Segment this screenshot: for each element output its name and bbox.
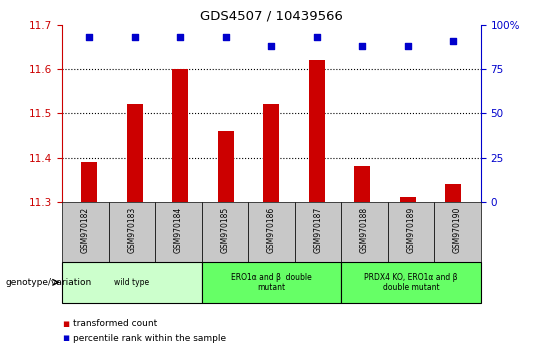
Point xyxy=(85,34,94,40)
Title: GDS4507 / 10439566: GDS4507 / 10439566 xyxy=(200,9,343,22)
Text: genotype/variation: genotype/variation xyxy=(5,278,92,287)
Point xyxy=(403,43,412,49)
Point xyxy=(449,38,457,44)
Text: percentile rank within the sample: percentile rank within the sample xyxy=(73,333,226,343)
Text: GSM970182: GSM970182 xyxy=(81,207,90,253)
Bar xyxy=(172,69,188,202)
Text: ERO1α and β  double
mutant: ERO1α and β double mutant xyxy=(231,273,312,292)
Text: transformed count: transformed count xyxy=(73,319,157,329)
Point xyxy=(221,34,230,40)
Text: GSM970184: GSM970184 xyxy=(174,207,183,253)
Text: GSM970190: GSM970190 xyxy=(453,207,462,253)
Text: GSM970189: GSM970189 xyxy=(407,207,415,253)
Text: GSM970185: GSM970185 xyxy=(220,207,230,253)
Bar xyxy=(264,104,279,202)
Point xyxy=(267,43,276,49)
Text: GSM970188: GSM970188 xyxy=(360,207,369,253)
Point xyxy=(358,43,367,49)
Bar xyxy=(127,104,143,202)
Point xyxy=(131,34,139,40)
Bar xyxy=(446,184,461,202)
Text: GSM970187: GSM970187 xyxy=(313,207,322,253)
Text: wild type: wild type xyxy=(114,278,150,287)
Bar xyxy=(309,60,325,202)
Point xyxy=(176,34,185,40)
Point xyxy=(313,34,321,40)
Bar xyxy=(400,197,416,202)
Text: GSM970183: GSM970183 xyxy=(127,207,136,253)
Text: ◾: ◾ xyxy=(62,319,69,329)
Text: GSM970186: GSM970186 xyxy=(267,207,276,253)
Text: PRDX4 KO, ERO1α and β
double mutant: PRDX4 KO, ERO1α and β double mutant xyxy=(364,273,457,292)
Text: ◾: ◾ xyxy=(62,333,69,343)
Bar xyxy=(218,131,234,202)
Bar xyxy=(82,162,97,202)
Bar xyxy=(354,166,370,202)
